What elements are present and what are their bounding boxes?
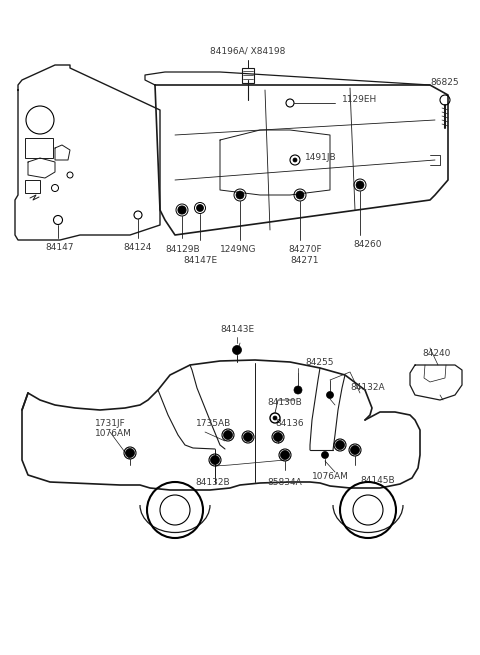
Text: 84129B: 84129B <box>166 245 200 254</box>
Circle shape <box>232 345 241 354</box>
Text: 85834A: 85834A <box>268 478 302 487</box>
Circle shape <box>211 455 219 464</box>
Text: 1735AB: 1735AB <box>196 419 231 428</box>
Text: 84271: 84271 <box>291 256 319 265</box>
Text: 84136: 84136 <box>275 419 304 428</box>
Circle shape <box>224 430 232 440</box>
Text: 1076AM: 1076AM <box>312 472 348 481</box>
Text: 86825: 86825 <box>431 78 459 87</box>
Circle shape <box>350 445 360 455</box>
Text: 84147: 84147 <box>46 243 74 252</box>
Text: 84270F: 84270F <box>288 245 322 254</box>
Bar <box>25 180 40 193</box>
Circle shape <box>273 416 277 420</box>
Circle shape <box>178 206 186 214</box>
Circle shape <box>293 158 297 162</box>
Circle shape <box>326 392 334 398</box>
Text: 84132A: 84132A <box>350 383 384 392</box>
Text: 84132B: 84132B <box>196 478 230 487</box>
Text: 84124: 84124 <box>124 243 152 252</box>
Circle shape <box>294 386 302 394</box>
Circle shape <box>356 181 364 189</box>
Circle shape <box>236 191 244 199</box>
Circle shape <box>280 451 289 460</box>
Text: 84240: 84240 <box>423 349 451 358</box>
Circle shape <box>243 432 252 441</box>
Circle shape <box>125 449 134 457</box>
Circle shape <box>296 191 304 199</box>
Text: 1731JF: 1731JF <box>95 419 126 428</box>
Text: 84143E: 84143E <box>220 325 254 334</box>
Text: 84255: 84255 <box>305 358 334 367</box>
Text: 84196A/ X84198: 84196A/ X84198 <box>210 46 286 55</box>
Text: 84260: 84260 <box>354 240 382 249</box>
Text: 1249NG: 1249NG <box>220 245 256 254</box>
Text: 1491JB: 1491JB <box>305 153 336 162</box>
Circle shape <box>274 432 283 441</box>
Bar <box>25 138 53 158</box>
Text: 84145B: 84145B <box>360 476 395 485</box>
Circle shape <box>322 451 328 458</box>
Text: 84130B: 84130B <box>267 398 302 407</box>
Bar <box>242 68 254 83</box>
Circle shape <box>196 204 204 212</box>
Circle shape <box>336 441 345 449</box>
Text: 1076AM: 1076AM <box>95 429 132 438</box>
Text: 1129EH: 1129EH <box>342 96 377 105</box>
Text: 84147E: 84147E <box>183 256 217 265</box>
